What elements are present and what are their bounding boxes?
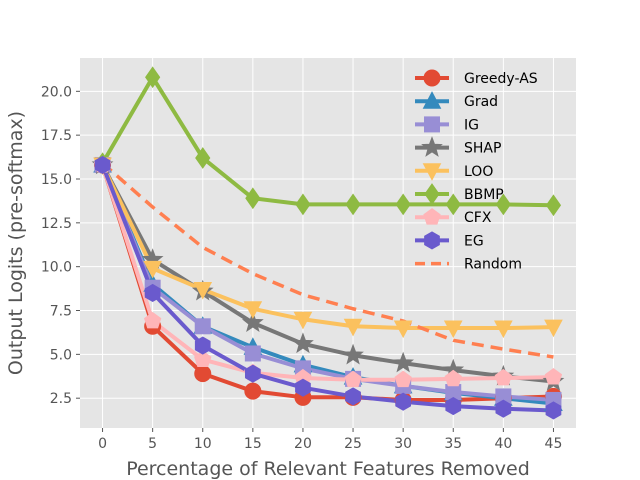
y-tick-label: 10.0 (41, 260, 72, 276)
data-point-loo (544, 319, 563, 338)
legend-marker (423, 208, 441, 225)
legend-marker (424, 231, 440, 250)
y-tick-label: 2.5 (50, 391, 72, 407)
data-point-eg (295, 378, 311, 397)
data-point-loo (393, 320, 413, 339)
axis-ticks: 0 5 10 15 20 25 30 35 40 45 2.5 5.0 7.5 10.0 12.5 15.0 1… (41, 84, 563, 452)
data-point-cfx (444, 369, 462, 387)
data-point-eg (395, 392, 412, 411)
series-line-random (101, 161, 554, 359)
y-axis-label: Output Logits (pre-softmax) (5, 111, 27, 375)
x-tick-label: 40 (494, 436, 512, 452)
data-point-bbmp (245, 187, 261, 210)
legend-label: CFX (464, 210, 492, 226)
data-point-loo (494, 320, 513, 339)
series-line-shap (100, 164, 554, 384)
series-line-ig (100, 164, 554, 402)
data-point-shap (292, 332, 314, 354)
data-point-bbmp (495, 193, 511, 216)
data-point-loo (293, 311, 313, 330)
data-point-ig (194, 318, 211, 335)
legend: Greedy-AS Grad IG SHAP LOO BBMP CFX EG Random (415, 69, 538, 273)
legend-label: LOO (464, 164, 493, 180)
y-tick-label: 17.5 (41, 128, 72, 144)
legend-label: Grad (464, 94, 498, 110)
series-line-eg (100, 164, 554, 413)
legend-marker (421, 136, 443, 157)
data-point-eg (244, 364, 261, 383)
x-axis-label: Percentage of Relevant Features Removed (126, 458, 530, 480)
legend-label: Greedy-AS (464, 71, 538, 87)
data-point-bbmp (295, 193, 311, 216)
legend-label: BBMP (464, 187, 504, 203)
data-point-shap (342, 343, 364, 365)
x-tick-label: 20 (294, 436, 312, 452)
data-point-cfx (194, 350, 212, 367)
legend-marker (422, 163, 442, 181)
series-lines (100, 75, 554, 413)
data-point-cfx (143, 311, 162, 329)
legend-marker (423, 69, 441, 87)
legend-marker (424, 183, 440, 205)
legend-label: IG (464, 117, 479, 133)
data-point-bbmp (145, 66, 161, 89)
x-tick-label: 0 (98, 436, 107, 452)
data-point-eg (194, 336, 211, 355)
y-tick-label: 20.0 (41, 84, 72, 100)
y-tick-label: 5.0 (50, 347, 72, 363)
data-point-eg (545, 401, 562, 420)
data-point-loo (443, 320, 463, 339)
data-point-ig (244, 345, 261, 362)
legend-marker (424, 116, 440, 133)
series-line-cfx (100, 164, 554, 382)
x-tick-label: 5 (148, 436, 157, 452)
data-point-eg (345, 387, 361, 406)
legend-label: EG (464, 233, 484, 249)
data-point-shap (241, 311, 264, 333)
x-tick-label: 15 (244, 436, 262, 452)
data-point-eg (445, 397, 462, 416)
data-point-bbmp (445, 193, 461, 216)
plot-background (80, 58, 576, 428)
y-tick-label: 12.5 (41, 216, 72, 232)
data-point-cfx (494, 368, 513, 386)
data-point-eg (94, 155, 111, 175)
x-tick-label: 35 (444, 436, 462, 452)
y-tick-label: 15.0 (41, 172, 72, 188)
data-point-greedy-as (244, 382, 262, 400)
x-tick-label: 10 (194, 436, 212, 452)
data-point-loo (243, 301, 263, 319)
data-point-bbmp (395, 193, 411, 216)
x-tick-label: 25 (344, 436, 362, 452)
x-tick-label: 30 (394, 436, 412, 452)
data-point-eg (144, 283, 161, 303)
legend-label: SHAP (464, 141, 501, 157)
data-point-loo (193, 281, 213, 300)
data-point-loo (343, 318, 363, 337)
series-line-greedy-as (100, 164, 554, 402)
series-line-bbmp (100, 75, 554, 208)
data-point-bbmp (545, 194, 562, 217)
y-tick-label: 7.5 (50, 304, 72, 320)
data-point-eg (495, 399, 512, 418)
data-point-shap (392, 351, 415, 373)
data-point-loo (143, 260, 162, 279)
legend-marker (422, 91, 442, 109)
series-markers (91, 66, 565, 420)
x-tick-label: 45 (545, 436, 563, 452)
series-line-loo (100, 164, 554, 331)
data-point-greedy-as (194, 365, 212, 383)
data-point-cfx (344, 370, 362, 388)
legend-label: Random (464, 257, 522, 273)
data-point-bbmp (345, 193, 361, 216)
data-point-cfx (394, 370, 412, 388)
data-point-bbmp (195, 147, 211, 169)
data-point-cfx (544, 368, 563, 385)
